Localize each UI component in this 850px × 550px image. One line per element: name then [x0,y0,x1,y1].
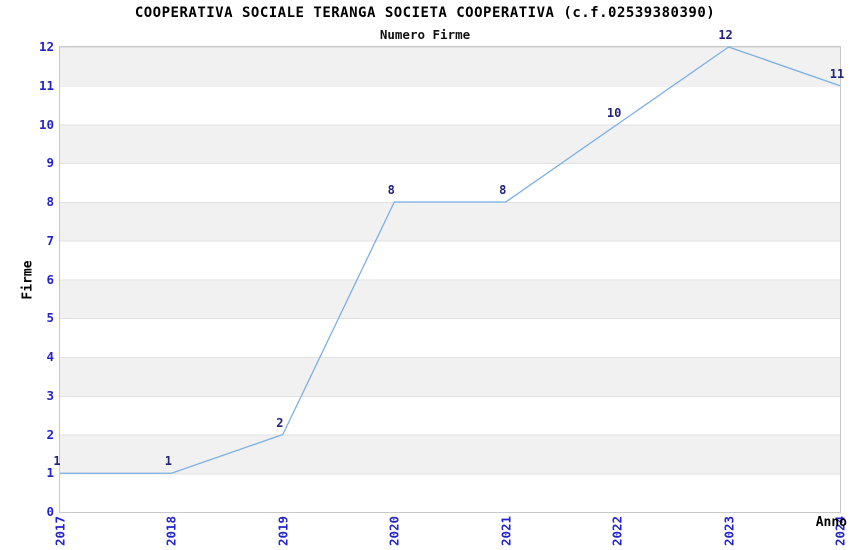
y-tick-label: 3 [46,387,54,403]
plot-area: 1 1 2 8 8 10 12 11 [53,28,844,513]
y-tick-label: 0 [46,504,54,519]
firme-line-series [60,46,841,474]
y-tick-label: 1 [46,465,54,481]
y-tick-label: 6 [46,271,54,287]
y-axis-tick-labels: 0 1 2 3 4 5 6 7 8 9 10 11 12 [0,40,54,519]
chart-subtitle: Numero Firme [379,27,471,42]
point-label: 11 [829,66,845,81]
point-label: 12 [718,28,733,42]
y-tick-label: 9 [46,155,54,171]
y-tick-label: 5 [46,310,54,326]
x-axis-tick-labels: 2017 2018 2019 2020 2021 2022 2023 2024 [53,512,848,550]
point-label: 1 [53,454,61,469]
point-label: 1 [164,454,173,469]
y-tick-label: 4 [46,349,54,364]
x-tick-label: 2019 [275,515,291,547]
y-tick-label: 12 [38,39,54,54]
y-tick-label: 11 [38,77,54,93]
x-tick-label: 2017 [52,515,68,547]
x-axis-title: Anno [815,515,847,530]
y-tick-label: 10 [38,116,54,132]
x-tick-label: 2021 [498,515,514,547]
y-tick-label: 7 [46,232,54,248]
point-label: 10 [606,105,622,120]
x-tick-label: 2023 [721,515,737,547]
line-plot-svg [60,46,841,474]
y-tick-label: 2 [46,426,54,442]
point-label: 8 [387,183,395,197]
x-tick-label: 2018 [163,515,179,547]
point-label: 8 [499,183,507,197]
point-label: 2 [276,415,284,430]
chart-title: COOPERATIVA SOCIALE TERANGA SOCIETA COOP… [134,5,716,21]
y-tick-label: 8 [46,194,54,209]
x-tick-label: 2020 [386,515,402,547]
x-tick-label: 2022 [609,515,625,547]
